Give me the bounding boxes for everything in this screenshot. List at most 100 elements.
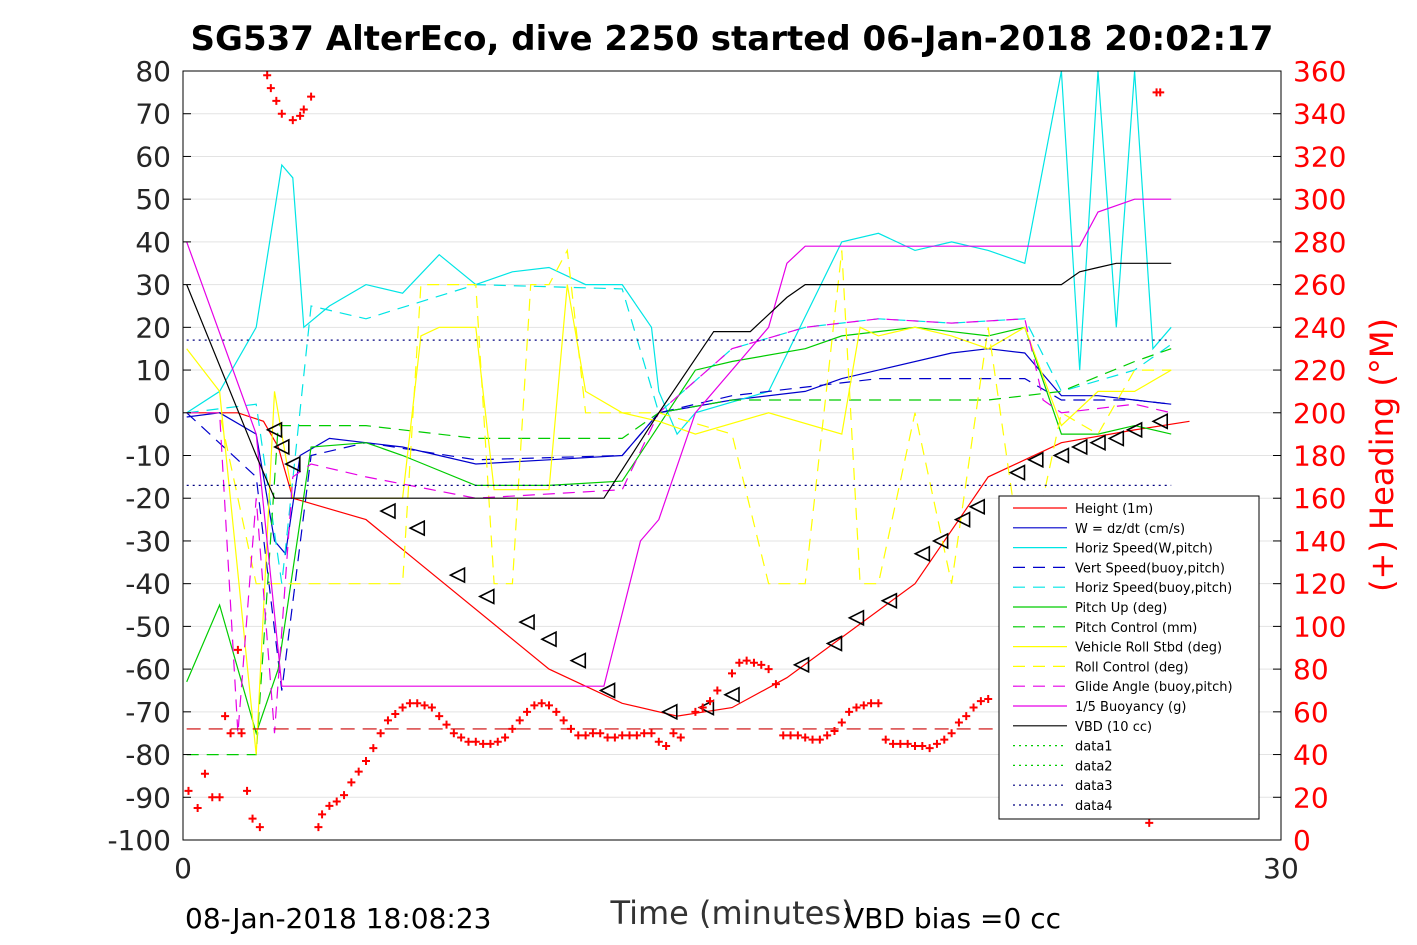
y-tick-label: -100: [107, 824, 171, 857]
glide-marker: [540, 630, 557, 648]
heading-point: [779, 731, 788, 740]
y-tick-label: -20: [125, 482, 171, 515]
glide-marker: [660, 703, 678, 721]
heading-point: [823, 731, 832, 740]
heading-point: [277, 109, 286, 118]
heading-point: [1156, 88, 1165, 97]
heading-point: [383, 716, 392, 725]
heading-point: [427, 703, 436, 712]
series-line-3: [186, 378, 1172, 691]
glide-marker: [697, 699, 715, 716]
heading-point: [369, 744, 378, 753]
heading-point: [248, 814, 257, 823]
glide-marker: [953, 511, 971, 528]
y-right-tick-label: 300: [1293, 183, 1346, 216]
y-right-tick-label: 200: [1293, 397, 1346, 430]
heading-point: [874, 699, 883, 708]
series-line-4: [186, 283, 1172, 584]
heading-point: [233, 645, 242, 654]
footer-vbd-bias: VBD bias =0 cc: [845, 902, 1061, 935]
heading-point: [266, 84, 275, 93]
glide-marker: [723, 686, 740, 704]
heading-point: [757, 660, 766, 669]
heading-point: [307, 92, 316, 101]
heading-point: [420, 701, 429, 710]
y-tick-label: 60: [135, 140, 171, 173]
glide-markers: [265, 413, 1169, 721]
chart-title: SG537 AlterEco, dive 2250 started 06-Jan…: [191, 19, 1274, 59]
glide-marker: [448, 566, 466, 584]
heading-point: [530, 701, 539, 710]
glide-marker: [284, 455, 301, 473]
heading-point: [515, 716, 524, 725]
series-line-2: [186, 70, 1172, 436]
series-line-11: [186, 262, 1172, 499]
y-right-tick-label: 220: [1293, 354, 1346, 387]
heading-point: [976, 697, 985, 706]
y-right-tick-label: 100: [1293, 610, 1346, 643]
heading-point: [184, 786, 193, 795]
heading-point: [413, 699, 422, 708]
y-right-tick-label: 60: [1293, 696, 1329, 729]
y-tick-label: -60: [125, 653, 171, 686]
heading-point: [457, 733, 466, 742]
heading-point: [237, 729, 246, 738]
legend: Height (1m) W = dz/dt (cm/s) Horiz Speed(W…: [998, 495, 1260, 820]
heading-point: [299, 105, 308, 114]
heading-point: [867, 699, 876, 708]
y-tick-label: 30: [135, 269, 171, 302]
heading-point: [272, 96, 281, 105]
glide-marker: [1008, 464, 1026, 481]
y-right-tick-label: 80: [1293, 653, 1329, 686]
heading-point: [354, 767, 363, 776]
glide-marker: [379, 502, 396, 520]
heading-point: [479, 739, 488, 748]
heading-point: [984, 695, 993, 704]
heading-point: [226, 729, 235, 738]
legend-entry-6: Pitch Control (mm): [1075, 621, 1197, 636]
x-axis-label: Time (minutes): [610, 894, 854, 932]
legend-entry-12: data1: [1075, 740, 1113, 755]
y-tick-label: -70: [125, 696, 171, 729]
legend-entry-2: Horiz Speed(W,pitch): [1075, 542, 1213, 557]
heading-point: [859, 701, 868, 710]
heading-points: [184, 71, 1165, 832]
heading-point: [405, 699, 414, 708]
heading-point: [706, 697, 715, 706]
heading-point: [566, 724, 575, 733]
heading-point: [845, 707, 854, 716]
glide-marker: [1151, 413, 1169, 430]
heading-point: [200, 769, 209, 778]
heading-point: [255, 823, 264, 832]
heading-point: [801, 733, 810, 742]
y-tick-label: -50: [125, 610, 171, 643]
heading-point: [296, 111, 305, 120]
heading-point: [954, 718, 963, 727]
heading-point: [808, 735, 817, 744]
heading-point: [581, 731, 590, 740]
legend-entry-5: Pitch Up (deg): [1075, 601, 1167, 616]
heading-point: [764, 665, 773, 674]
heading-point: [662, 742, 671, 751]
heading-point: [325, 801, 334, 810]
heading-point: [596, 729, 605, 738]
legend-entry-15: data4: [1075, 799, 1113, 814]
glide-marker: [408, 519, 426, 537]
heading-point: [815, 735, 824, 744]
glide-marker: [1026, 451, 1044, 469]
heading-point: [837, 718, 846, 727]
heading-point: [786, 731, 795, 740]
y-right-tick-label: 160: [1293, 482, 1346, 515]
heading-point: [208, 793, 217, 802]
x-axis: 0 30: [174, 832, 1299, 885]
series-line-8: [186, 248, 1172, 585]
glide-marker: [477, 588, 495, 605]
heading-point: [588, 729, 597, 738]
heading-point: [728, 669, 736, 678]
y-tick-label: 70: [135, 98, 171, 131]
heading-point: [889, 739, 898, 748]
heading-point: [486, 739, 495, 748]
y-axis-right: 3603403203002802602402202001801601401201…: [1273, 55, 1346, 857]
heading-point: [391, 709, 400, 718]
heading-point: [215, 793, 224, 802]
